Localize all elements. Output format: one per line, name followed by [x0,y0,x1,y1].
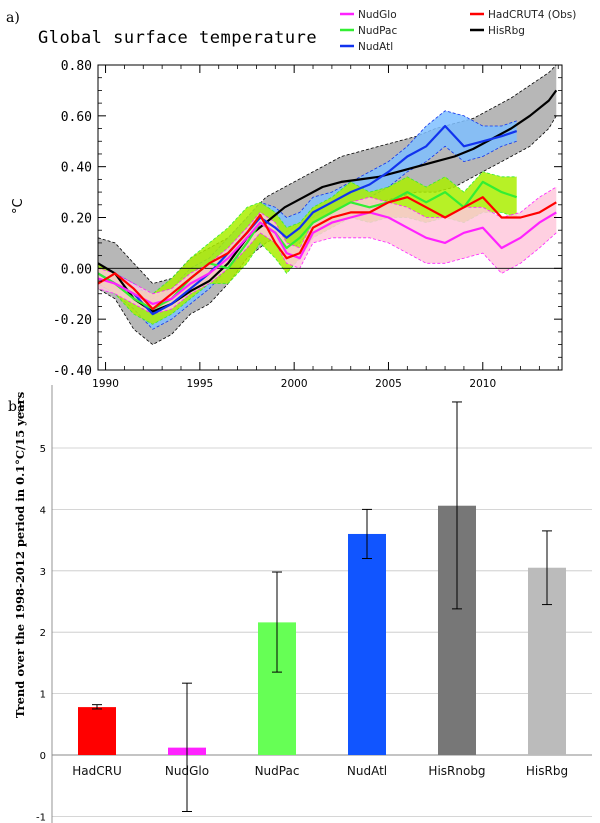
y-tick-label: 4 [40,505,46,516]
panel-b-ylabel: Trend over the 1998-2012 period in 0.1°C… [13,392,27,718]
panel-a-label: a) [6,10,20,26]
legend-label-nudatl: NudAtl [358,41,393,53]
x-tick-label: 1990 [92,378,119,390]
y-tick-label: 0.60 [61,110,92,125]
category-label-nudatl: NudAtl [347,764,387,778]
legend-label-hadcrut4-obs: HadCRUT4 (Obs) [488,9,576,21]
bar-nudatl [348,533,386,755]
x-tick-label: 1995 [186,378,213,390]
envelope-upper-nudpac [98,171,517,295]
y-tick-label: -1 [36,812,46,823]
category-label-hadcru: HadCRU [72,764,122,778]
y-tick-label: 0.20 [61,212,92,227]
y-tick-label: 0.80 [61,59,92,74]
y-tick-label: -0.40 [53,364,92,379]
category-label-hisrbg: HisRbg [526,764,568,778]
y-tick-label: 1 [40,690,46,701]
category-label-hisrnobg: HisRnobg [428,764,485,778]
y-tick-label: 5 [40,444,46,455]
plot-b: -1 0 1 2 3 4 5 HadCRU NudGlo NudPac NudAtl HisRnobg… [36,385,592,823]
y-tick-label: 0.40 [61,161,92,176]
envelope-lower-nudglo [98,232,557,315]
plot-a: -0.40 -0.20 0.00 0.20 0.40 0.60 0.80 1990 1995 20… [53,59,563,390]
legend-a: NudGlo NudPac NudAtl HadCRUT4 (Obs) HisRbg [340,9,576,53]
y-tick-label: 0.00 [61,262,92,277]
y-tick-label: 2 [40,628,46,639]
series-line-hadcrut4-obs [98,196,557,311]
x-tick-label: 2000 [281,378,308,390]
legend-label-hisrbg: HisRbg [488,25,525,37]
legend-label-nudglo: NudGlo [358,9,397,21]
series-line-nudatl [98,124,518,316]
legend-label-nudpac: NudPac [358,25,397,37]
y-tick-label: -0.20 [53,313,92,328]
category-label-nudpac: NudPac [255,764,300,778]
panel-a-title: Global surface temperature [38,28,317,48]
category-label-nudglo: NudGlo [165,764,209,778]
x-tick-label: 2005 [375,378,402,390]
x-tick-label: 2010 [469,378,496,390]
panel-b-label: b) [8,399,22,415]
series-line-nudglo [98,211,557,305]
bar-hadcru [78,707,116,755]
envelope-nudglo [98,187,557,315]
y-tick-label: 0 [40,751,46,762]
y-tick-label: 3 [40,567,46,578]
panel-a-ylabel: °C [11,198,26,214]
